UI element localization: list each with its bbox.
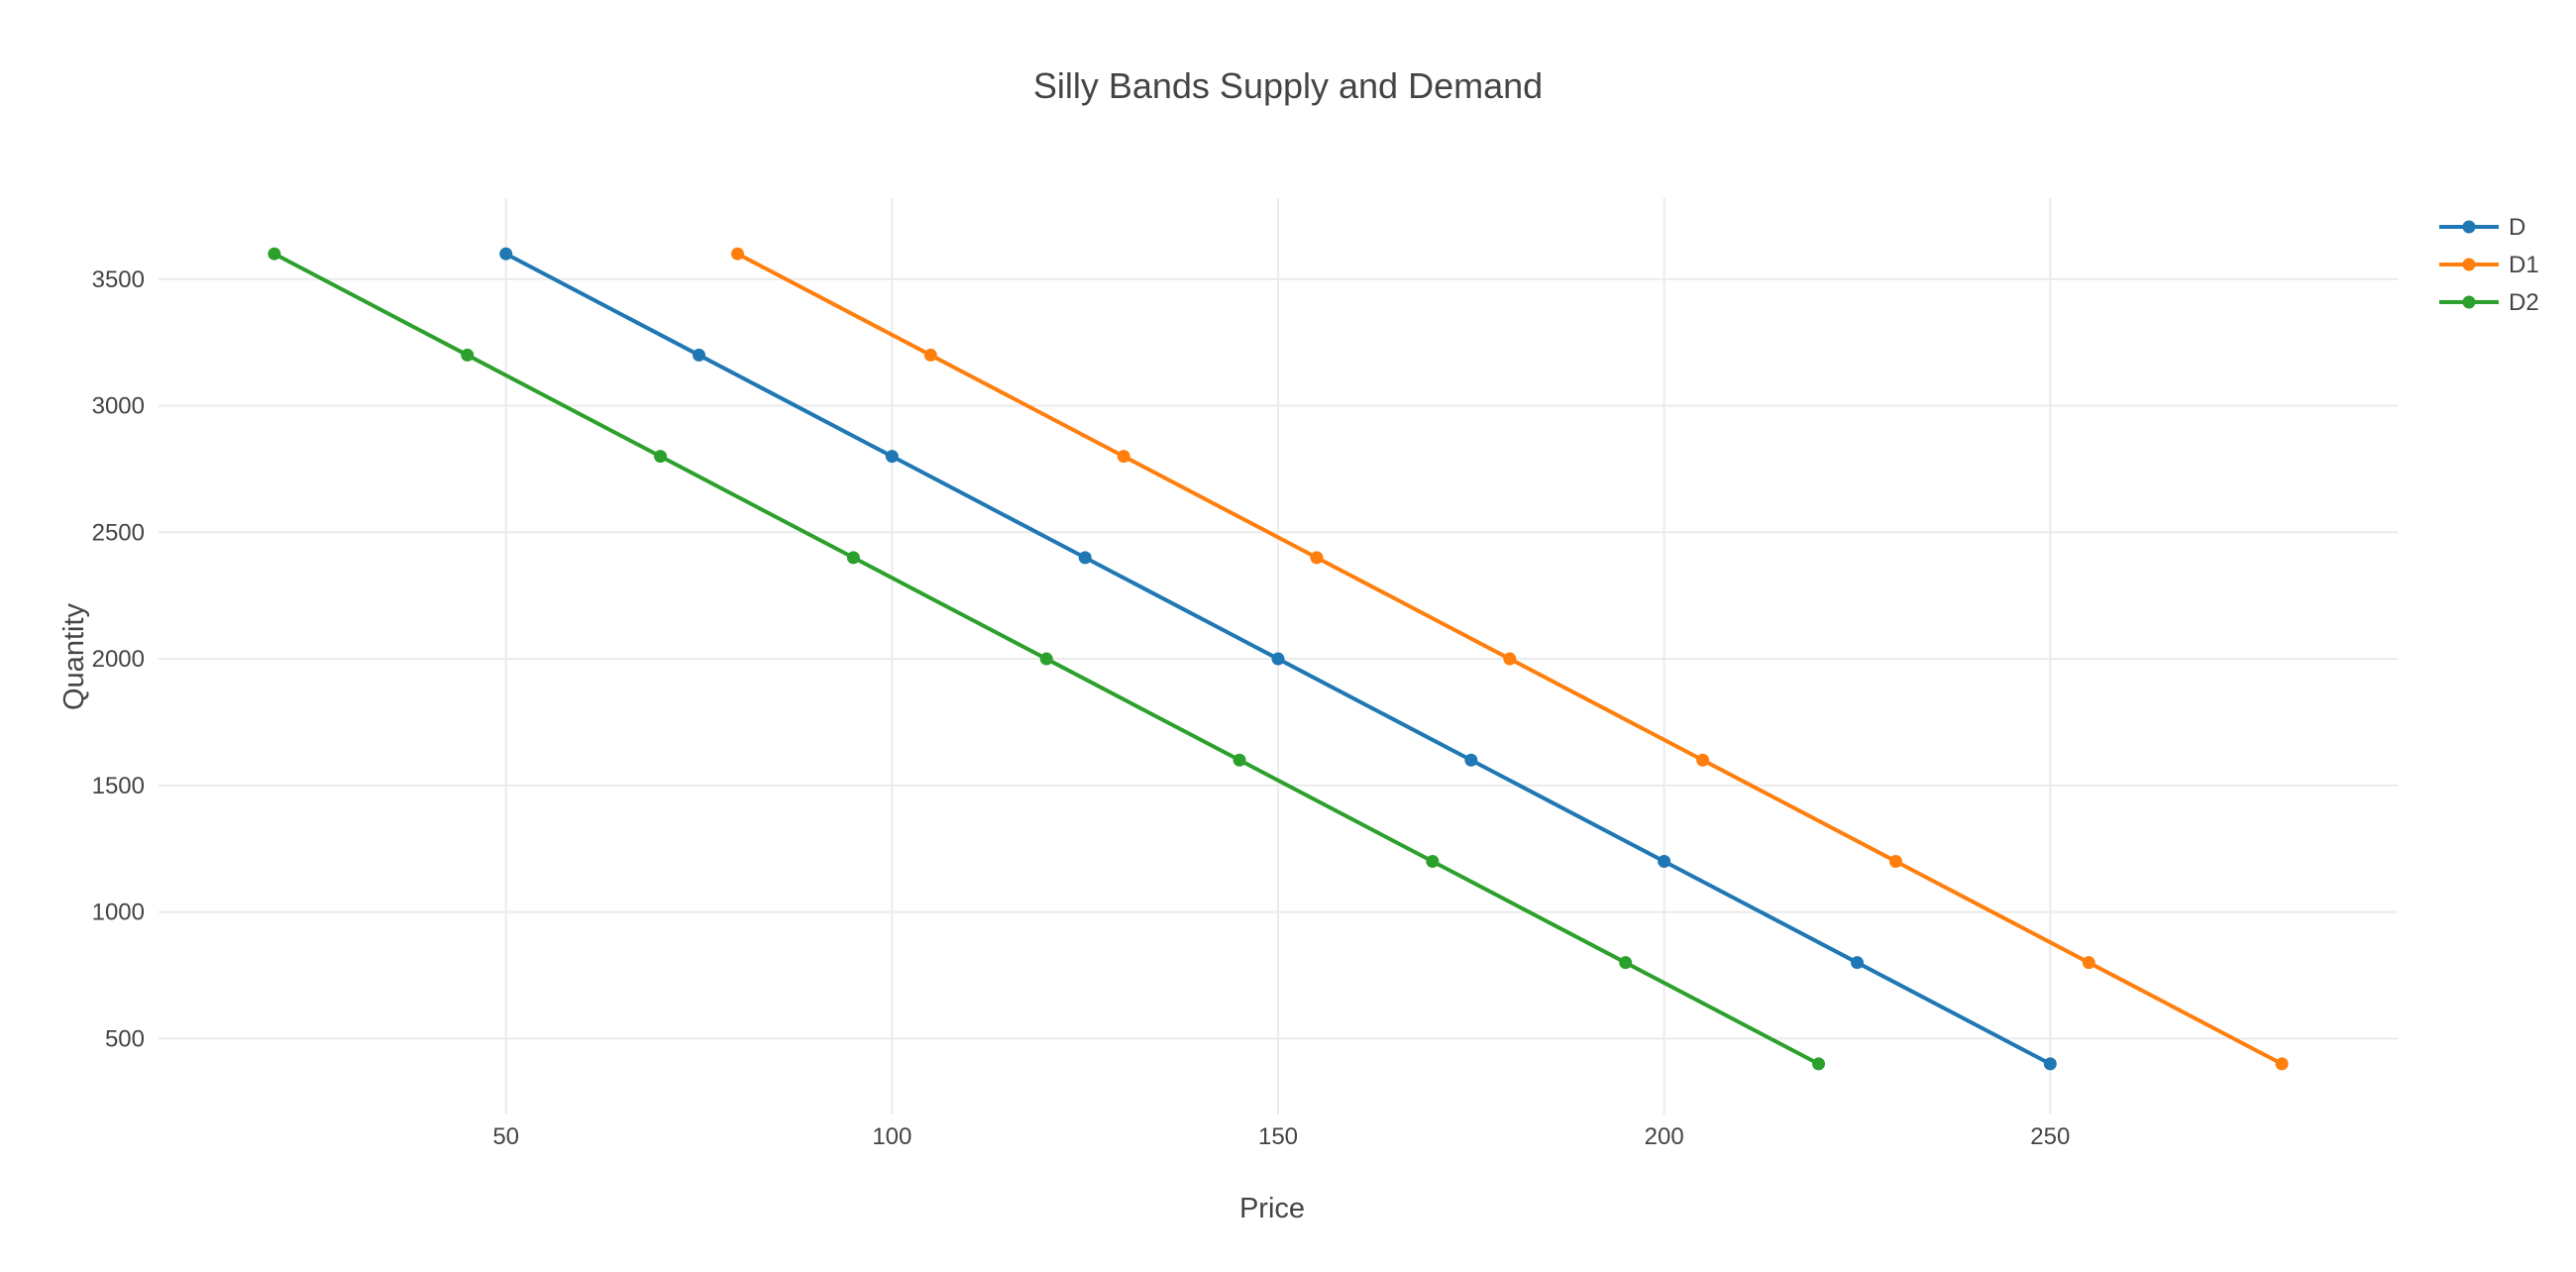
data-point-d2 [268, 247, 281, 261]
data-point-d2 [1233, 753, 1246, 767]
data-point-d [1658, 854, 1671, 868]
y-tick-label: 3000 [92, 393, 145, 420]
data-point-d1 [1117, 450, 1130, 464]
data-point-d [1078, 551, 1092, 565]
data-point-d2 [846, 551, 860, 565]
x-axis-title: Price [1239, 1193, 1305, 1224]
data-point-d1 [923, 348, 937, 362]
x-tick-label: 250 [2030, 1123, 2070, 1150]
data-point-d [1464, 753, 1478, 767]
data-point-d2 [654, 450, 668, 464]
x-tick-label: 50 [492, 1123, 519, 1150]
legend-marker-d1 [2462, 258, 2476, 271]
legend-label-d: D [2509, 214, 2525, 241]
data-point-d [693, 348, 706, 362]
data-point-d1 [2082, 956, 2095, 970]
y-tick-label: 500 [105, 1025, 145, 1052]
legend: D D1 D2 [2439, 214, 2539, 316]
x-tick-label: 100 [872, 1123, 912, 1150]
data-point-d [499, 247, 513, 261]
data-point-d1 [1696, 753, 1710, 767]
plot-series [268, 247, 2289, 1071]
data-point-d1 [1310, 551, 1324, 565]
y-tick-label: 2000 [92, 646, 145, 673]
x-axis-ticks: 50 100 150 200 250 [492, 1123, 2070, 1150]
data-point-d1 [1503, 652, 1517, 666]
y-tick-label: 1000 [92, 900, 145, 926]
data-point-d [1850, 956, 1864, 970]
x-tick-label: 200 [1645, 1123, 1684, 1150]
x-tick-label: 150 [1258, 1123, 1298, 1150]
y-tick-label: 3500 [92, 266, 145, 293]
y-axis-ticks: 500 1000 1500 2000 2500 3000 3500 [92, 266, 145, 1053]
data-point-d2 [1812, 1057, 1826, 1071]
legend-label-d2: D2 [2509, 289, 2539, 316]
data-point-d1 [2275, 1057, 2289, 1071]
data-point-d [1271, 652, 1285, 666]
y-tick-label: 1500 [92, 773, 145, 799]
chart-title: Silly Bands Supply and Demand [1033, 65, 1543, 106]
legend-marker-d2 [2462, 295, 2476, 309]
data-point-d2 [1039, 652, 1053, 666]
legend-label-d1: D1 [2509, 252, 2539, 278]
data-point-d2 [461, 348, 475, 362]
data-point-d [2043, 1057, 2057, 1071]
data-point-d [885, 450, 899, 464]
data-point-d2 [1619, 956, 1633, 970]
y-tick-label: 2500 [92, 519, 145, 546]
data-point-d1 [730, 247, 744, 261]
data-point-d2 [1426, 854, 1440, 868]
y-axis-title: Quantity [58, 603, 90, 710]
legend-marker-d [2462, 220, 2476, 234]
data-point-d1 [1888, 854, 1902, 868]
